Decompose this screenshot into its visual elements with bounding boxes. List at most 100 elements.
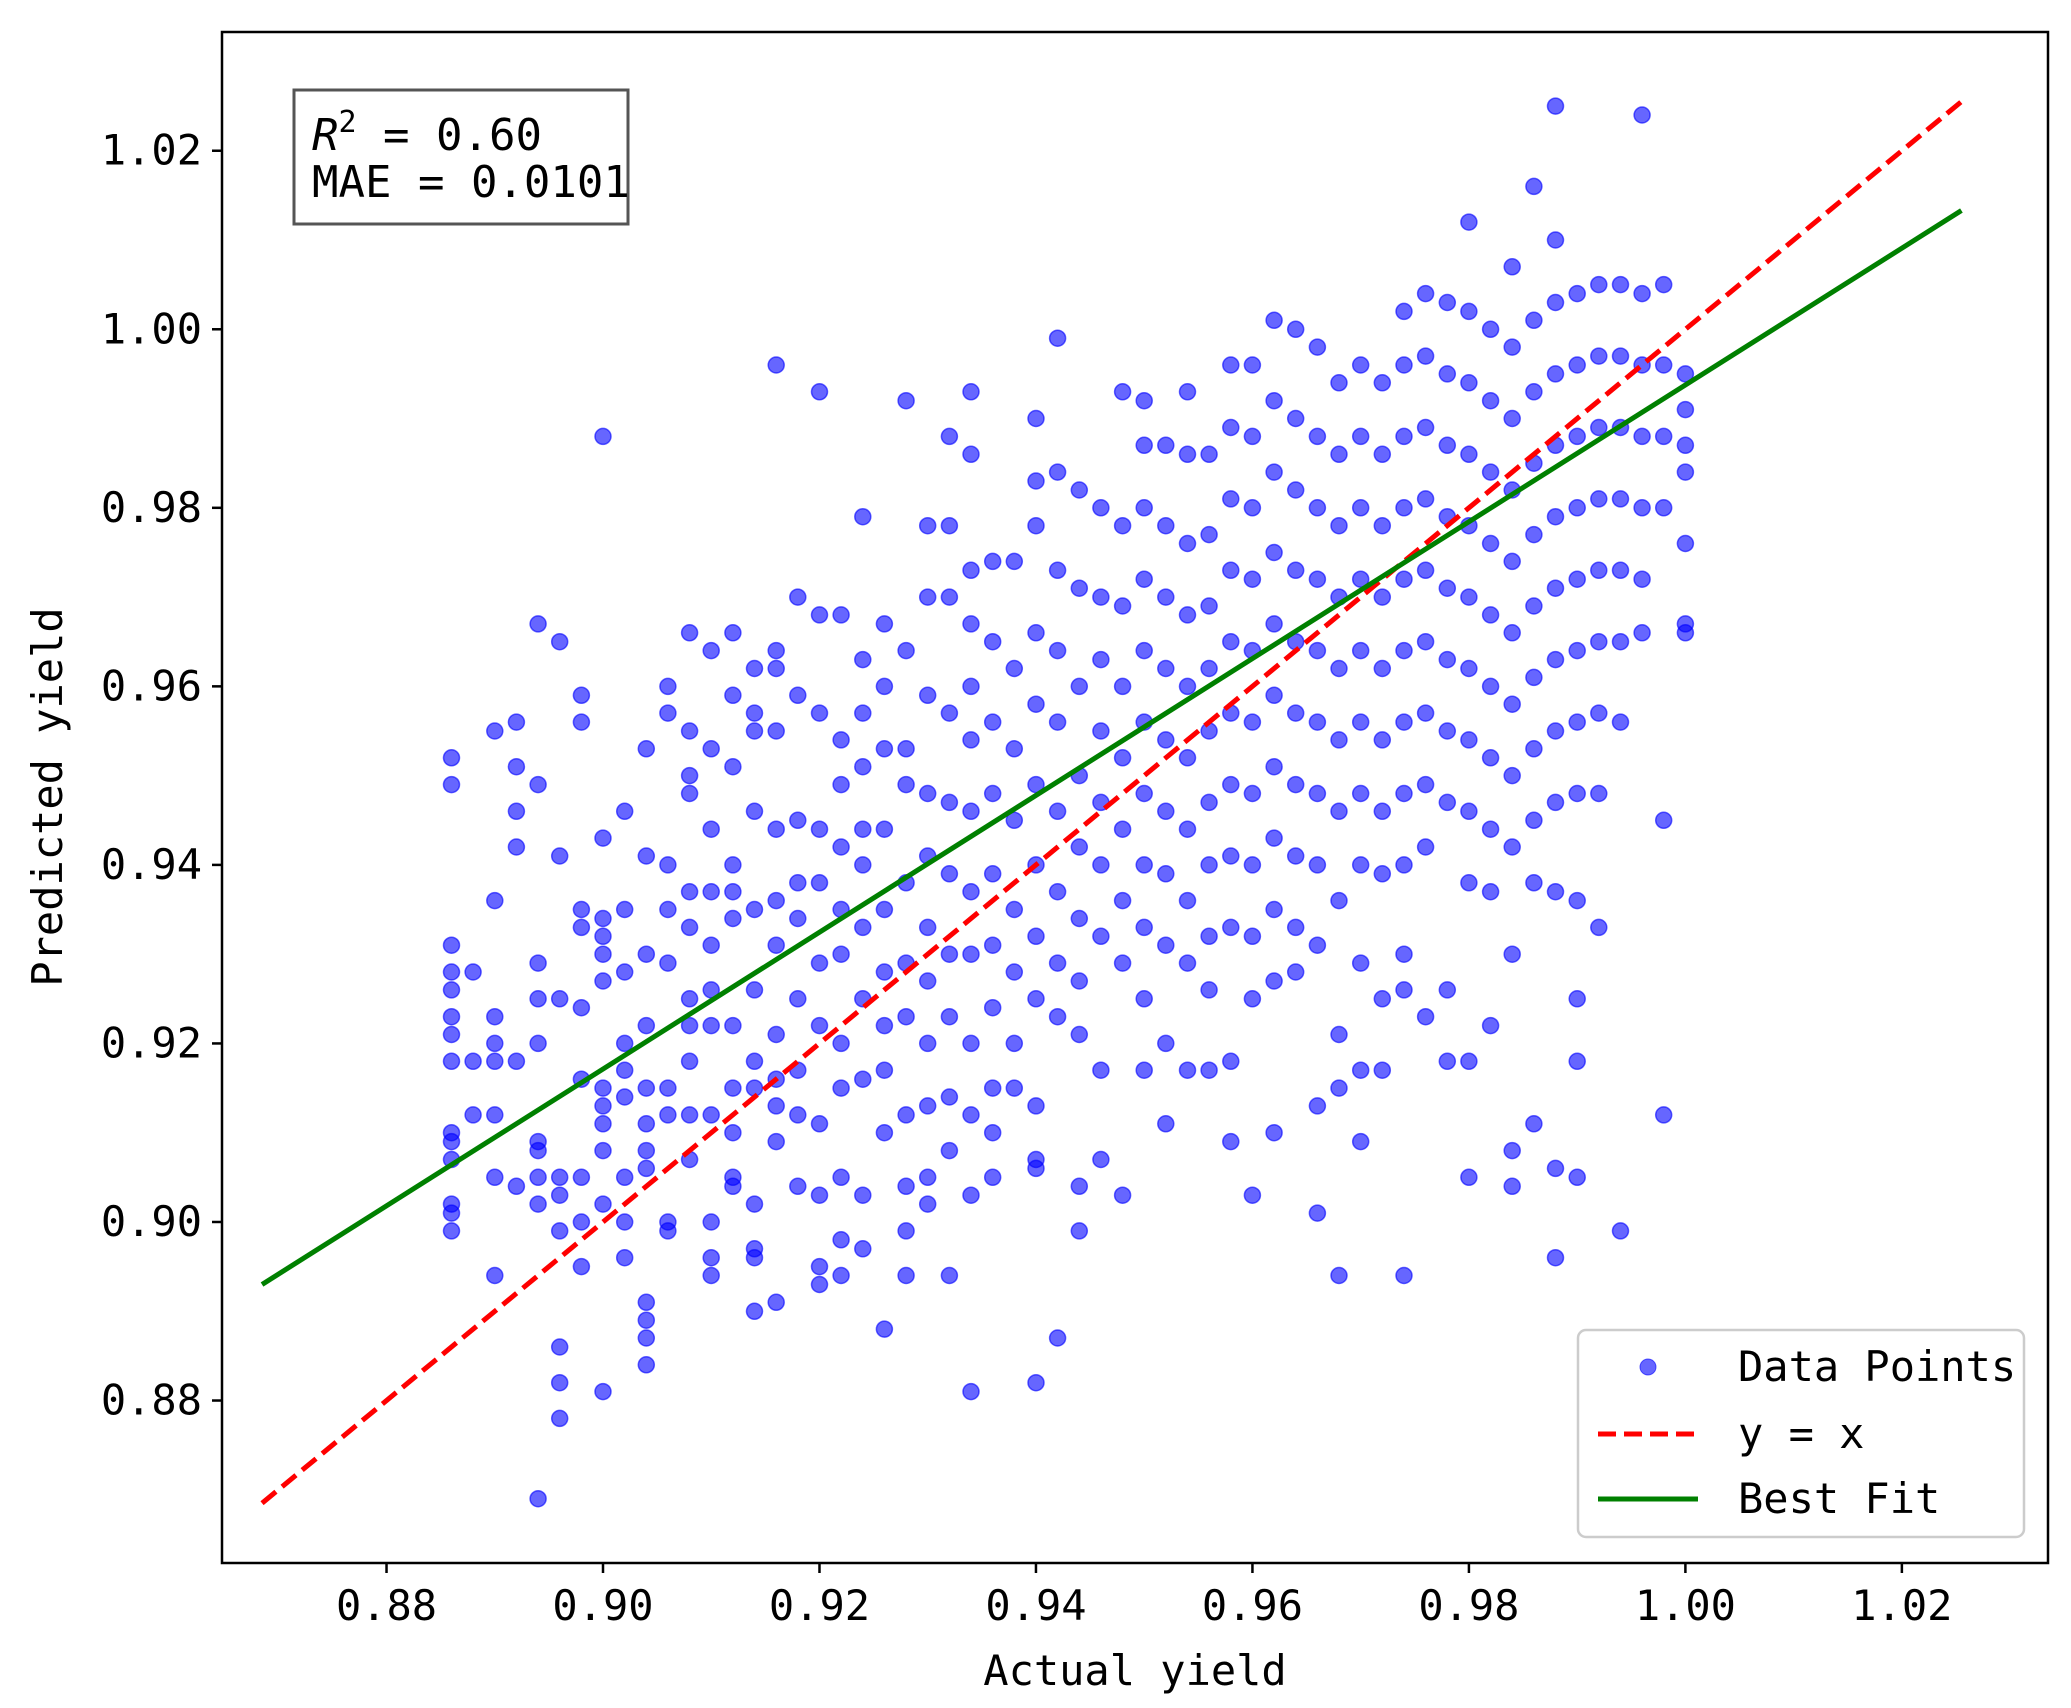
data-point (1135, 499, 1153, 517)
data-point (875, 615, 894, 633)
data-point (486, 1266, 504, 1285)
data-point (442, 1204, 461, 1222)
data-point (854, 1070, 872, 1088)
x-axis-label: Actual yield (983, 1646, 1286, 1695)
data-point (962, 731, 980, 749)
data-point (442, 1052, 461, 1071)
data-point (1568, 990, 1586, 1008)
data-point (486, 1168, 504, 1187)
legend: Data Points y = x Best Fit (1576, 1328, 2026, 1539)
data-point (1546, 793, 1565, 812)
data-point (983, 632, 1002, 651)
data-point (1546, 882, 1565, 901)
data-point (1092, 856, 1110, 874)
data-point (1308, 936, 1327, 954)
data-point (1438, 650, 1457, 669)
data-point (962, 945, 980, 963)
data-point (529, 1141, 547, 1160)
data-point (637, 1293, 656, 1312)
data-point (1135, 641, 1153, 660)
data-point (1525, 811, 1543, 830)
data-point (810, 820, 829, 838)
data-point (789, 588, 807, 606)
data-point (897, 775, 915, 794)
data-point (962, 561, 980, 580)
data-point (442, 1222, 461, 1240)
data-point (1395, 713, 1413, 731)
data-point (1654, 275, 1673, 294)
data-point (1092, 722, 1110, 740)
data-point (1048, 713, 1067, 731)
data-point (659, 1106, 677, 1124)
data-point (810, 1257, 829, 1276)
data-point (810, 1016, 829, 1035)
data-point (615, 1034, 634, 1053)
data-point (1265, 615, 1283, 633)
data-point (810, 1186, 829, 1204)
data-point (854, 757, 872, 776)
data-point (1243, 427, 1262, 446)
data-point (1048, 463, 1067, 481)
data-point (1243, 927, 1262, 946)
data-point (529, 775, 547, 794)
data-point (918, 1195, 937, 1213)
data-point (1265, 972, 1283, 990)
data-point (659, 1079, 677, 1097)
data-point (1178, 820, 1197, 838)
data-point (1113, 954, 1132, 972)
y-tick-label: 0.88 (101, 1376, 202, 1425)
data-point (442, 775, 461, 794)
data-point (940, 1141, 959, 1160)
data-point (615, 963, 634, 981)
data-point (1546, 1159, 1565, 1178)
data-point (1481, 606, 1500, 624)
data-point (1503, 766, 1521, 785)
data-point (767, 891, 785, 910)
data-point (1546, 365, 1565, 383)
data-point (983, 552, 1002, 571)
data-point (724, 1016, 742, 1035)
data-point (464, 963, 482, 981)
data-point (550, 632, 569, 651)
data-point (940, 1088, 959, 1106)
data-point (832, 606, 850, 624)
data-point (1005, 1034, 1024, 1053)
data-point (1200, 1061, 1218, 1079)
data-point (702, 1266, 720, 1285)
data-point (767, 1097, 785, 1115)
data-point (1286, 963, 1305, 981)
data-point (1590, 704, 1608, 722)
data-point (1611, 490, 1630, 508)
data-point (745, 722, 764, 740)
data-point (1286, 918, 1305, 937)
data-point (1027, 990, 1045, 1008)
data-point (832, 1079, 850, 1097)
data-point (594, 1195, 612, 1213)
data-point (1373, 865, 1392, 883)
data-point (1135, 1061, 1153, 1079)
data-point (659, 856, 677, 874)
data-point (1265, 686, 1283, 705)
data-point (940, 516, 959, 535)
data-point (767, 659, 785, 678)
data-point (1438, 579, 1457, 597)
data-point (918, 588, 937, 606)
data-point (1308, 856, 1327, 874)
data-point (962, 802, 980, 821)
data-point (680, 624, 699, 642)
data-point (594, 945, 612, 963)
data-point (1178, 891, 1197, 910)
data-point (1438, 793, 1457, 812)
data-point (680, 722, 699, 740)
data-point (1568, 427, 1586, 446)
data-point (507, 838, 526, 856)
data-point (1546, 1248, 1565, 1267)
data-point (1676, 463, 1695, 481)
data-point (1330, 445, 1348, 464)
data-point (1178, 677, 1197, 696)
data-point (1546, 507, 1565, 526)
data-point (962, 615, 980, 633)
data-point (702, 740, 720, 758)
data-point (486, 722, 504, 740)
data-point (1330, 1079, 1348, 1097)
